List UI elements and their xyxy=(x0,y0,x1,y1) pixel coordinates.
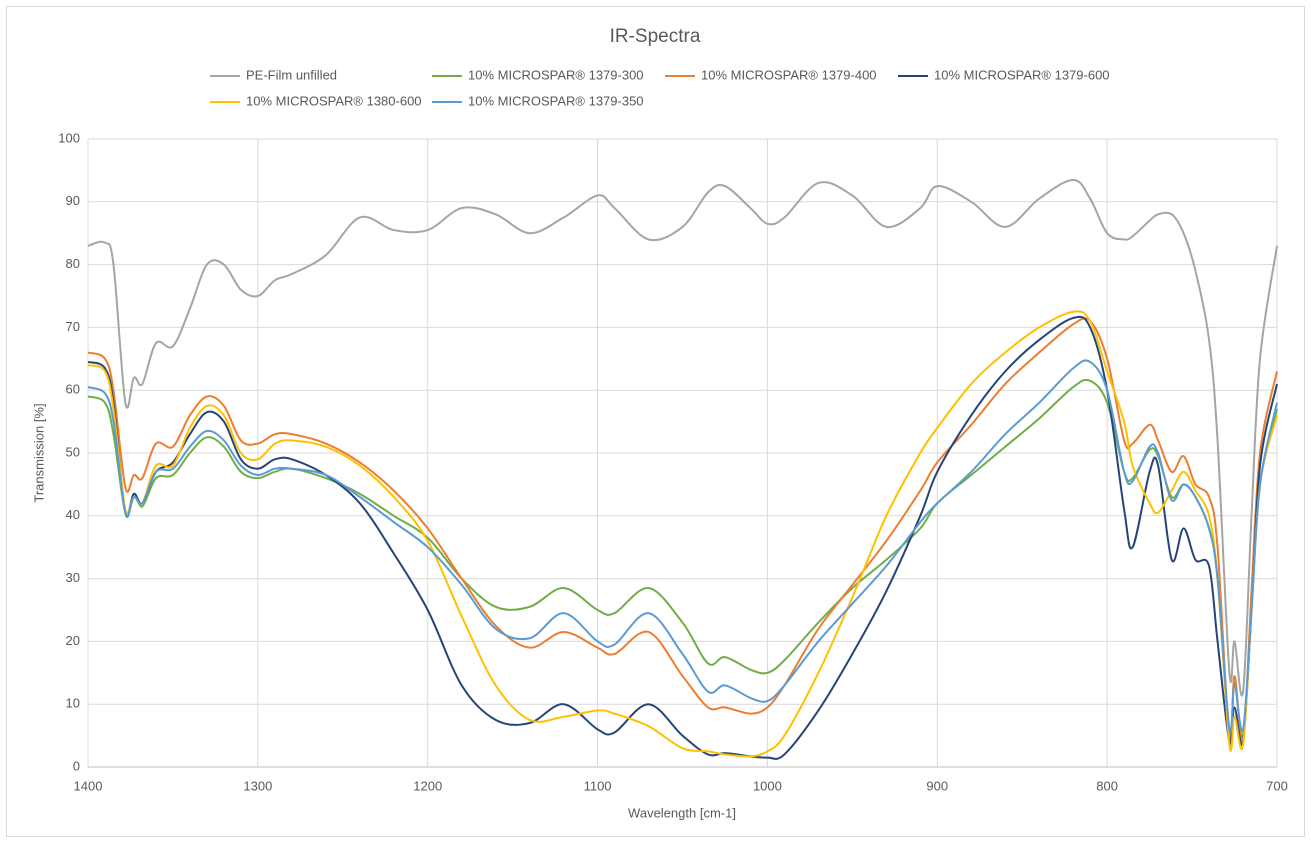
y-tick-label: 60 xyxy=(66,382,80,397)
series-line xyxy=(87,315,1278,760)
plot-area xyxy=(87,178,1278,760)
y-tick-label: 20 xyxy=(66,633,80,648)
series-line xyxy=(87,310,1278,758)
legend-label: 10% MICROSPAR® 1379-600 xyxy=(934,67,1110,82)
y-tick-label: 30 xyxy=(66,570,80,585)
y-tick-label: 90 xyxy=(66,193,80,208)
x-tick-label: 1200 xyxy=(413,778,442,793)
grid: 0 10 20 30 40 50 60 70 80 90 100 1400 1300 1200 1100 10… xyxy=(58,130,1288,793)
x-tick-label: 1100 xyxy=(584,778,612,793)
y-tick-label: 50 xyxy=(66,444,80,459)
x-axis-label: Wavelength [cm-1] xyxy=(628,805,736,820)
x-tick-label: 700 xyxy=(1266,778,1288,793)
legend-label: 10% MICROSPAR® 1379-350 xyxy=(468,93,644,108)
chart-title: IR-Spectra xyxy=(610,26,701,47)
y-tick-label: 80 xyxy=(66,256,80,271)
y-axis-label: Transmission [%] xyxy=(31,403,46,502)
y-tick-label: 70 xyxy=(66,319,80,334)
y-tick-label: 0 xyxy=(73,758,80,773)
series-line xyxy=(87,178,1278,697)
x-tick-label: 800 xyxy=(1096,778,1118,793)
x-tick-label: 1300 xyxy=(243,778,272,793)
chart-frame xyxy=(6,6,1305,837)
legend-label: 10% MICROSPAR® 1379-300 xyxy=(468,67,644,82)
x-tick-label: 1000 xyxy=(753,778,782,793)
x-tick-label: 900 xyxy=(926,778,948,793)
legend-label: 10% MICROSPAR® 1379-400 xyxy=(701,67,877,82)
y-tick-label: 10 xyxy=(66,696,80,711)
x-tick-label: 1400 xyxy=(74,778,103,793)
legend: PE-Film unfilled 10% MICROSPAR® 1379-300 1… xyxy=(210,67,1110,108)
series-line xyxy=(87,317,1278,747)
y-tick-label: 100 xyxy=(58,130,80,145)
legend-label: PE-Film unfilled xyxy=(246,67,337,82)
legend-label: 10% MICROSPAR® 1380-600 xyxy=(246,93,422,108)
series-line xyxy=(87,359,1278,734)
y-tick-label: 40 xyxy=(66,507,80,522)
